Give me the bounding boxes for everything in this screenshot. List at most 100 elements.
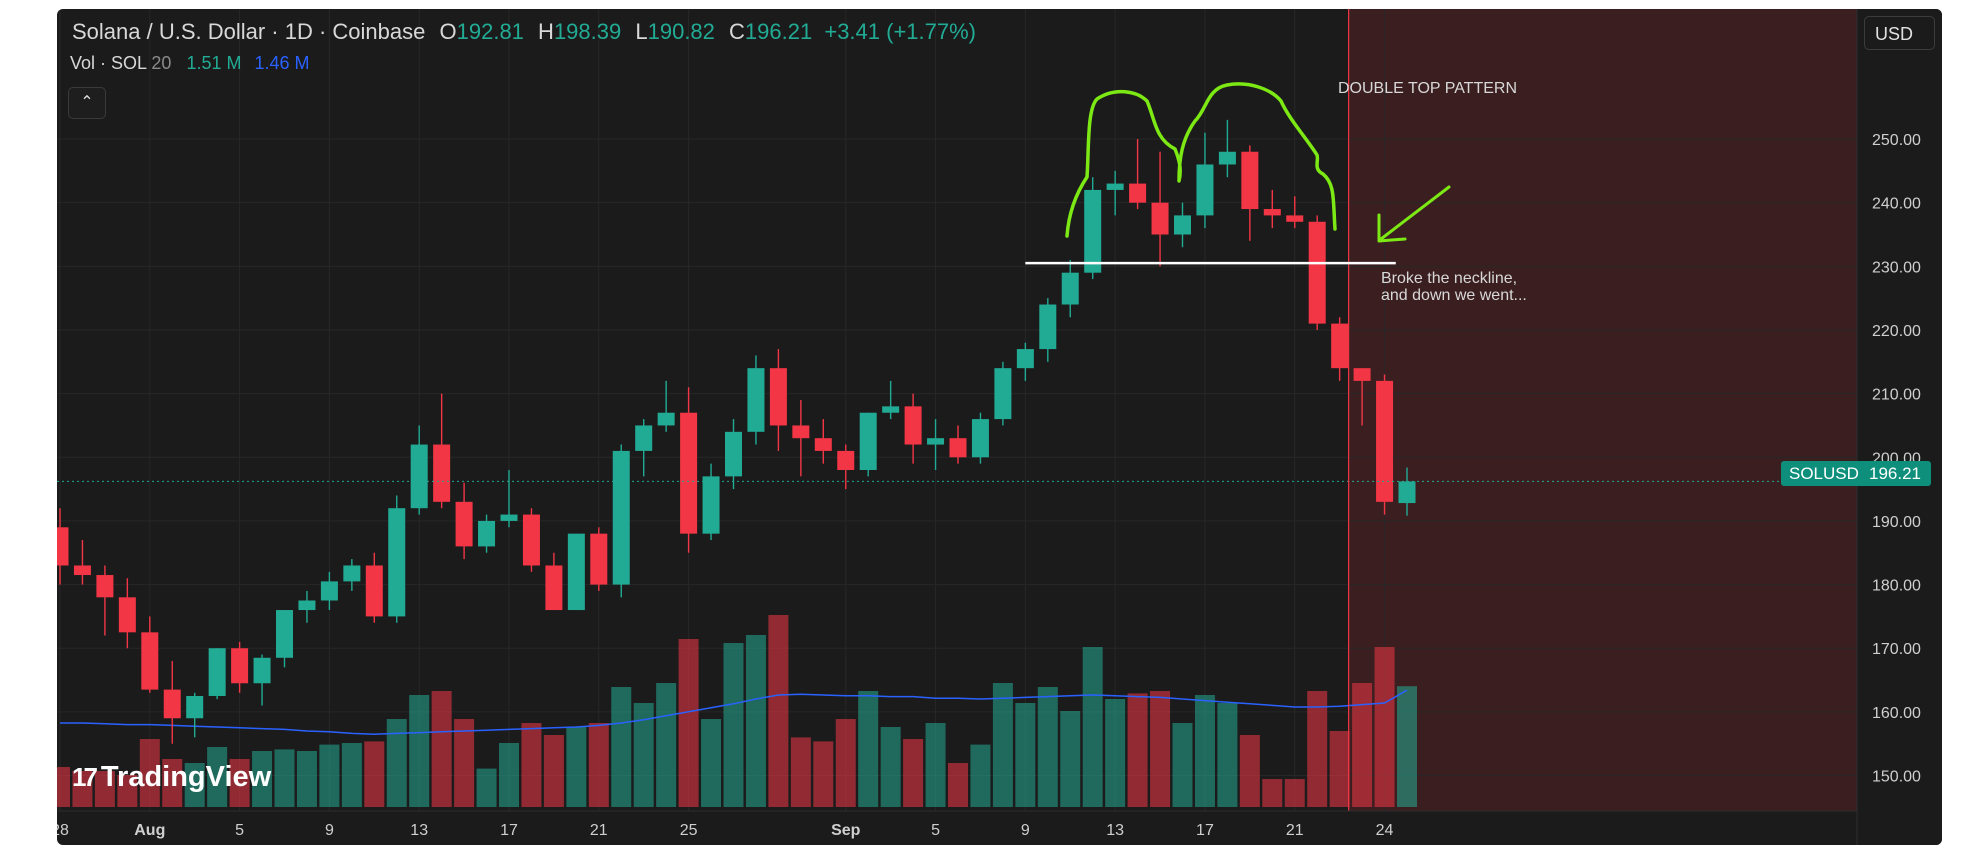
volume-bar [880,727,901,807]
candle-body [814,438,832,451]
candle-body [859,412,877,471]
volume-ma-line [60,689,1408,735]
x-tick-label: Sep [831,822,861,839]
volume-bar [1307,691,1328,807]
candle-body [433,444,451,502]
volume-bar [656,683,677,807]
candle-body [1308,221,1326,324]
candle-body [478,520,496,547]
candle-body [276,610,293,658]
volume-bar [970,744,991,807]
high-value: 198.39 [553,19,622,44]
chevron-up-icon: ⌃ [80,94,94,111]
tradingview-logo[interactable]: 17 TradingView [72,761,271,794]
volume-bar [1239,735,1260,807]
volume-bar [633,703,654,807]
volume-bar [903,739,924,807]
volume-bar [611,687,632,807]
symbol-title[interactable]: Solana / U.S. Dollar · 1D · Coinbase [72,19,426,44]
x-tick-label: 17 [500,822,518,839]
change-value: +3.41 (+1.77%) [824,19,977,44]
candle-body [141,632,159,690]
candle-body [747,368,765,432]
candle-body [1376,380,1394,502]
candle-body [500,514,518,521]
candle-body [1241,151,1259,210]
x-tick-label: 13 [1106,822,1124,839]
volume-bar [1172,723,1193,807]
volume-bar [1352,683,1373,807]
y-tick-label: 220.00 [1872,323,1921,340]
candle-body [1174,215,1191,235]
x-tick-label: 9 [325,822,334,839]
volume-value: 1.51 M [186,53,242,73]
volume-bar [858,691,879,807]
candle-body [567,533,585,611]
volume-bar [1397,686,1417,807]
candle-body [837,450,855,471]
volume-bar [139,739,160,807]
volume-bar [790,737,811,807]
volume-bar [1374,647,1395,807]
volume-bar [72,771,93,807]
y-tick-label: 160.00 [1872,705,1921,722]
volume-bar [992,683,1013,807]
volume-length: 20 [151,53,172,73]
volume-bar [723,643,744,807]
x-tick-label: 24 [1376,822,1394,839]
future-shade [1348,9,1857,811]
volume-bar [745,635,766,807]
candle-body [410,444,428,509]
candle-body [702,476,720,534]
double-top-outline [1065,82,1337,238]
volume-bar [701,719,722,807]
candle-body [57,527,69,566]
candle-body [1151,202,1169,235]
x-tick-label: Aug [134,822,165,839]
volume-ma-value: 1.46 M [254,53,310,73]
candle-body [1061,272,1079,305]
candle-body [96,575,114,598]
candle-body [927,438,945,445]
close-label: C [729,19,745,44]
volume-legend[interactable]: Vol · SOL 20 1.51 M 1.46 M [70,53,310,74]
volume-bar [409,695,430,807]
candle-body [231,648,249,684]
volume-bar [94,771,115,807]
candle-body [1084,189,1102,273]
annotation-note-line: and down we went... [1381,287,1527,304]
collapse-legend-button[interactable]: ⌃ [68,87,106,119]
candle-body [882,406,900,413]
y-tick-label: 170.00 [1872,641,1921,658]
y-tick-label: 240.00 [1872,196,1921,213]
currency-selector[interactable]: USD [1864,16,1935,50]
volume-bar [543,735,564,807]
volume-bar [521,723,542,807]
candle-body [635,425,653,451]
candle-body [612,450,630,585]
x-tick-label: 28 [57,822,69,839]
volume-bar [1329,731,1350,807]
volume-bar [184,763,205,807]
y-tick-label: 150.00 [1872,769,1921,786]
candle-body [769,368,787,426]
candle-body [1353,368,1371,381]
candle-body [253,657,271,684]
volume-bar [1194,695,1215,807]
candle-body [904,406,922,445]
open-label: O [439,19,457,44]
volume-bar [1105,699,1126,807]
volume-bar [1262,779,1283,807]
y-tick-label: 190.00 [1872,514,1921,531]
candle-body [590,533,608,585]
volume-bar [678,639,699,807]
volume-bar [431,691,452,807]
volume-bar [948,763,968,807]
y-tick-label: 230.00 [1872,259,1921,276]
volume-bar [925,723,946,807]
price-chart[interactable]: 250.00240.00230.00220.00210.00200.00190.… [57,9,1942,845]
x-tick-label: 9 [1021,822,1030,839]
candle-body [949,438,967,458]
high-label: H [538,19,554,44]
volume-bar [252,751,273,807]
